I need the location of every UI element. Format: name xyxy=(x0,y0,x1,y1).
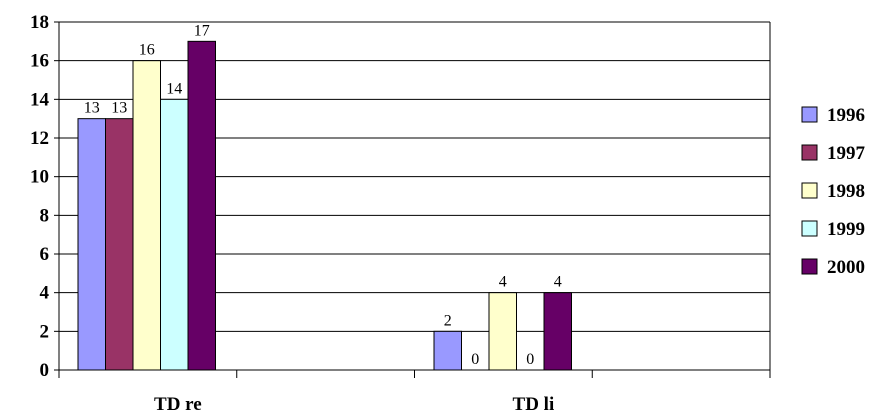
data-label: 14 xyxy=(166,80,182,97)
bar xyxy=(132,60,161,371)
bar xyxy=(543,292,572,371)
legend: 1996 1997 1998 1999 2000 xyxy=(801,105,866,278)
legend-label: 1996 xyxy=(827,105,865,126)
legend-label: 2000 xyxy=(827,257,865,278)
y-tick-label: 4 xyxy=(40,283,50,304)
legend-swatch xyxy=(801,258,818,275)
y-tick-label: 0 xyxy=(40,360,50,381)
bar xyxy=(488,292,517,371)
y-tick-label: 16 xyxy=(30,51,49,72)
data-label: 16 xyxy=(139,42,155,59)
y-tick-label: 12 xyxy=(30,128,49,149)
data-label: 0 xyxy=(526,351,534,368)
data-label: 17 xyxy=(194,22,210,39)
x-category-label: TD li xyxy=(513,394,555,415)
data-label: 4 xyxy=(554,274,562,291)
data-label: 13 xyxy=(84,100,100,117)
y-tick-label: 14 xyxy=(30,89,50,110)
data-label: 2 xyxy=(444,312,452,329)
legend-label: 1999 xyxy=(827,219,865,240)
x-category-label: TD re xyxy=(154,394,202,415)
legend-swatch xyxy=(801,144,818,161)
bar xyxy=(105,118,134,371)
data-label: 13 xyxy=(111,100,127,117)
x-axis: TD re TD li xyxy=(58,22,771,415)
bar xyxy=(187,40,216,371)
y-tick-label: 18 xyxy=(30,12,49,33)
y-axis-ticks: 0 2 4 6 8 10 12 14 16 18 xyxy=(30,12,59,381)
y-tick-label: 2 xyxy=(40,321,50,342)
legend-swatch xyxy=(801,106,818,123)
legend-swatch xyxy=(801,220,818,237)
bar xyxy=(433,330,462,371)
y-tick-label: 10 xyxy=(30,167,49,188)
data-label: 0 xyxy=(471,351,479,368)
legend-label: 1998 xyxy=(827,181,865,202)
y-tick-label: 8 xyxy=(40,205,50,226)
bar xyxy=(77,118,106,371)
legend-swatch xyxy=(801,182,818,199)
bars xyxy=(77,40,572,371)
bar xyxy=(160,98,189,371)
data-label: 4 xyxy=(499,274,507,291)
legend-label: 1997 xyxy=(827,143,866,164)
y-tick-label: 6 xyxy=(40,244,50,265)
